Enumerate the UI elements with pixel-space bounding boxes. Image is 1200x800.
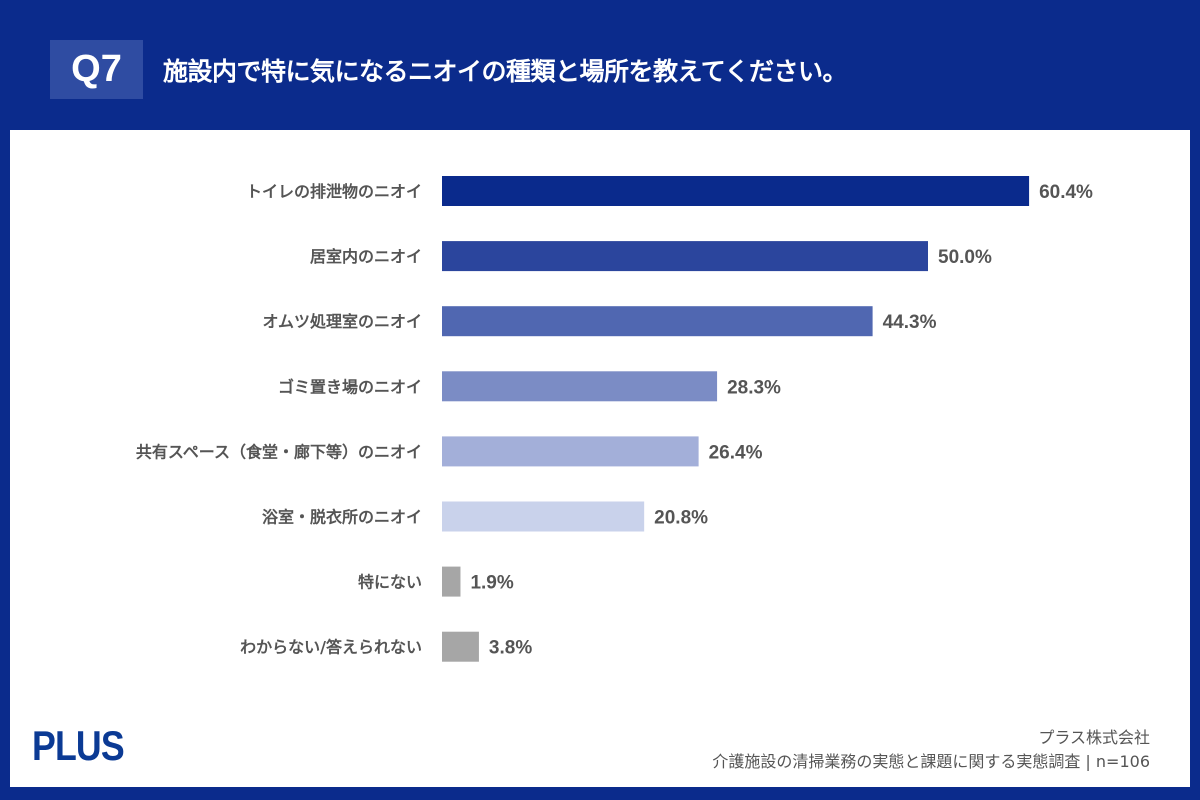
category-label: 共有スペース（食堂・廊下等）のニオイ bbox=[136, 442, 422, 461]
bar bbox=[442, 436, 699, 467]
page-title: 施設内で特に気になるニオイの種類と場所を教えてください。 bbox=[163, 57, 848, 86]
value-label: 28.3% bbox=[727, 377, 781, 398]
bar bbox=[442, 501, 645, 532]
category-label: 居室内のニオイ bbox=[310, 247, 422, 266]
plus-logo: PLUS bbox=[32, 722, 125, 769]
question-badge: Q7 bbox=[50, 40, 143, 99]
value-label: 60.4% bbox=[1039, 182, 1093, 203]
category-label: トイレの排泄物のニオイ bbox=[246, 182, 422, 201]
value-label: 3.8% bbox=[489, 638, 532, 659]
category-label: 浴室・脱衣所のニオイ bbox=[262, 508, 422, 527]
category-label: わからない/答えられない bbox=[240, 638, 422, 657]
bar bbox=[442, 631, 479, 662]
value-label: 20.8% bbox=[654, 508, 708, 529]
bar bbox=[442, 371, 718, 402]
bar bbox=[442, 241, 928, 272]
category-label: オムツ処理室のニオイ bbox=[262, 312, 422, 331]
bar bbox=[442, 566, 461, 597]
value-label: 50.0% bbox=[938, 247, 992, 268]
bar bbox=[442, 306, 873, 337]
value-label: 26.4% bbox=[709, 442, 763, 463]
value-label: 44.3% bbox=[883, 312, 937, 333]
category-label: ゴミ置き場のニオイ bbox=[278, 377, 422, 396]
company-name: プラス株式会社 bbox=[1038, 728, 1150, 747]
value-label: 1.9% bbox=[470, 573, 513, 594]
survey-name: 介護施設の清掃業務の実態と課題に関する実態調査 | n=106 bbox=[712, 752, 1150, 771]
category-label: 特にない bbox=[358, 573, 422, 592]
source-note: プラス株式会社 介護施設の清掃業務の実態と課題に関する実態調査 | n=106 bbox=[712, 726, 1150, 774]
bar bbox=[442, 176, 1030, 206]
